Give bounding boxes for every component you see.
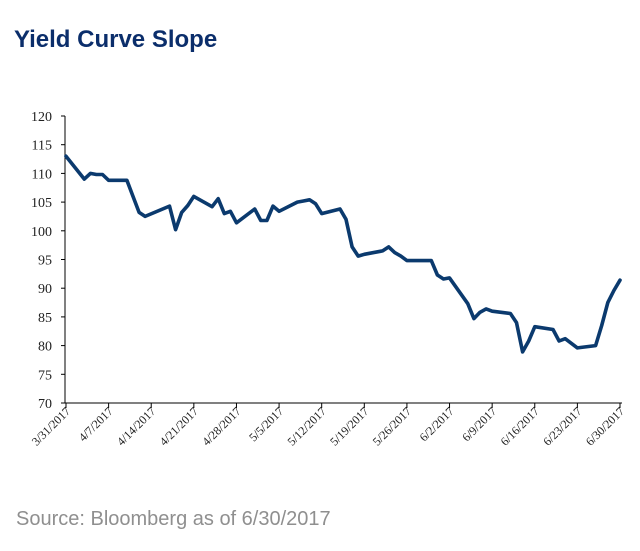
x-tick-label: 6/23/2017 — [540, 404, 584, 448]
y-tick-label: 115 — [32, 139, 52, 154]
chart-title: Yield Curve Slope — [14, 26, 218, 53]
line-chart: 70 75 80 85 90 95 100 105 110 115 120 3/31/2017 4/7… — [29, 110, 627, 449]
x-tick-label: 6/2/2017 — [417, 404, 457, 444]
x-tick-label: 6/30/2017 — [583, 404, 627, 448]
y-tick-label: 105 — [31, 196, 52, 211]
y-tick-label: 80 — [38, 340, 52, 355]
y-tick-label: 95 — [38, 254, 52, 269]
x-tick-label: 5/12/2017 — [284, 404, 328, 448]
y-axis-ticks: 70 75 80 85 90 95 100 105 110 115 120 — [31, 110, 65, 412]
x-tick-label: 5/19/2017 — [327, 404, 371, 448]
x-tick-label: 4/28/2017 — [199, 404, 243, 448]
y-tick-label: 90 — [38, 282, 52, 297]
x-tick-label: 6/9/2017 — [459, 404, 499, 444]
y-tick-label: 70 — [38, 397, 52, 412]
x-tick-label: 4/14/2017 — [114, 404, 158, 448]
x-tick-label: 5/26/2017 — [370, 404, 414, 448]
series-line — [64, 154, 622, 354]
x-tick-label: 5/5/2017 — [246, 404, 286, 444]
y-tick-label: 120 — [31, 110, 52, 125]
x-tick-label: 6/16/2017 — [498, 404, 542, 448]
source-note: Source: Bloomberg as of 6/30/2017 — [16, 508, 331, 530]
y-tick-label: 110 — [32, 167, 52, 182]
y-tick-label: 100 — [31, 225, 52, 240]
x-tick-label: 4/21/2017 — [157, 404, 201, 448]
y-tick-label: 85 — [38, 311, 52, 326]
x-axis-ticks: 3/31/2017 4/7/20174/14/20174/21/20174/28/… — [29, 403, 627, 449]
x-tick-label: 4/7/2017 — [76, 404, 116, 444]
y-tick-label: 75 — [38, 368, 52, 383]
